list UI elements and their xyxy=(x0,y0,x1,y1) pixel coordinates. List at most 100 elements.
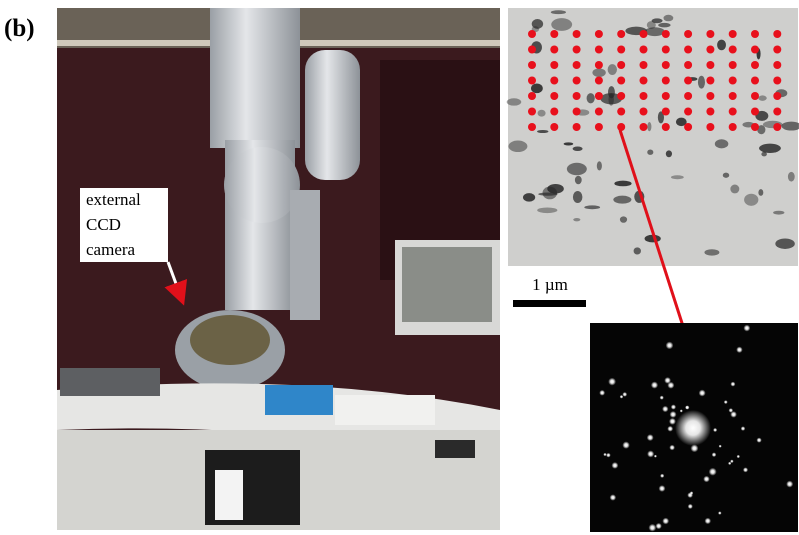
grid-dot xyxy=(595,46,603,54)
grain xyxy=(723,173,729,178)
grid-dot xyxy=(662,46,670,54)
spot xyxy=(667,426,673,432)
grid-dot xyxy=(706,61,714,69)
grid-dot xyxy=(528,61,536,69)
grid-dot xyxy=(617,46,625,54)
grid-dot xyxy=(528,108,536,116)
grid-dot xyxy=(617,77,625,85)
spot xyxy=(712,452,717,457)
grid-dot xyxy=(595,123,603,131)
grain xyxy=(775,238,794,248)
spot xyxy=(656,523,662,529)
spot xyxy=(685,406,689,410)
spot xyxy=(743,325,750,332)
spot xyxy=(736,347,742,353)
grain xyxy=(551,10,566,14)
spot xyxy=(667,382,674,389)
grid-dot xyxy=(662,92,670,100)
grain xyxy=(597,161,602,170)
grain xyxy=(759,144,781,153)
scale-bar xyxy=(513,300,586,307)
grid-dot xyxy=(528,30,536,38)
grain xyxy=(508,141,527,152)
spot xyxy=(741,426,746,431)
grid-dot xyxy=(684,123,692,131)
grid-dot xyxy=(617,30,625,38)
spot xyxy=(669,445,675,451)
figure: (b) external CCD camera xyxy=(0,0,799,535)
spot xyxy=(603,453,606,456)
grain xyxy=(537,207,557,213)
grid-dot xyxy=(573,61,581,69)
grid-dot xyxy=(684,30,692,38)
grid-dot xyxy=(729,108,737,116)
grid-dot xyxy=(528,92,536,100)
spot xyxy=(756,438,761,443)
scale-bar-label: 1 µm xyxy=(532,275,568,294)
grid-dot xyxy=(662,61,670,69)
grid-dot xyxy=(773,77,781,85)
grain xyxy=(634,247,641,254)
grain xyxy=(647,122,651,131)
grain xyxy=(730,185,739,194)
grid-dot xyxy=(729,77,737,85)
grain xyxy=(613,196,631,204)
grain xyxy=(614,181,631,187)
grid-dot xyxy=(640,92,648,100)
grain xyxy=(538,110,546,117)
grain xyxy=(537,130,548,133)
spot xyxy=(703,476,710,483)
grid-dot xyxy=(706,92,714,100)
grid-dot xyxy=(684,46,692,54)
grid-dot xyxy=(706,30,714,38)
grain xyxy=(652,18,663,23)
grid-dot xyxy=(550,123,558,131)
spot xyxy=(690,491,693,494)
grid-dot xyxy=(528,77,536,85)
grid-dot xyxy=(640,77,648,85)
grain xyxy=(744,194,758,206)
grid-dot xyxy=(773,123,781,131)
grain xyxy=(564,142,574,145)
grid-dot xyxy=(773,61,781,69)
spot xyxy=(662,518,669,525)
grid-dot xyxy=(550,92,558,100)
grid-dot xyxy=(573,123,581,131)
spot xyxy=(724,400,728,404)
grid-dot xyxy=(595,108,603,116)
grain xyxy=(608,64,617,75)
grain xyxy=(758,95,766,100)
micrograph xyxy=(507,8,799,348)
grain xyxy=(620,216,627,222)
spot xyxy=(660,396,664,400)
spot xyxy=(662,406,668,412)
grid-dot xyxy=(751,123,759,131)
grid-dot xyxy=(729,30,737,38)
grain xyxy=(717,40,726,51)
spot xyxy=(669,418,676,425)
grain xyxy=(788,172,795,182)
spot xyxy=(719,445,722,448)
annotation-line: CCD xyxy=(86,215,121,234)
grid-dot xyxy=(706,46,714,54)
spot xyxy=(612,462,619,469)
grid-dot xyxy=(662,30,670,38)
spot xyxy=(654,455,657,458)
grain xyxy=(698,76,705,89)
spot xyxy=(599,390,605,396)
grain xyxy=(761,152,767,157)
grid-dot xyxy=(573,108,581,116)
spot xyxy=(699,390,706,397)
spot xyxy=(670,411,677,418)
grid-dot xyxy=(751,46,759,54)
grid-dot xyxy=(706,77,714,85)
grid-dot xyxy=(573,77,581,85)
spot xyxy=(608,378,616,386)
grid-dot xyxy=(729,46,737,54)
grid-dot xyxy=(573,46,581,54)
grid-dot xyxy=(528,46,536,54)
grain xyxy=(715,139,728,148)
grid-dot xyxy=(773,46,781,54)
grid-dot xyxy=(751,108,759,116)
grid-dot xyxy=(684,61,692,69)
